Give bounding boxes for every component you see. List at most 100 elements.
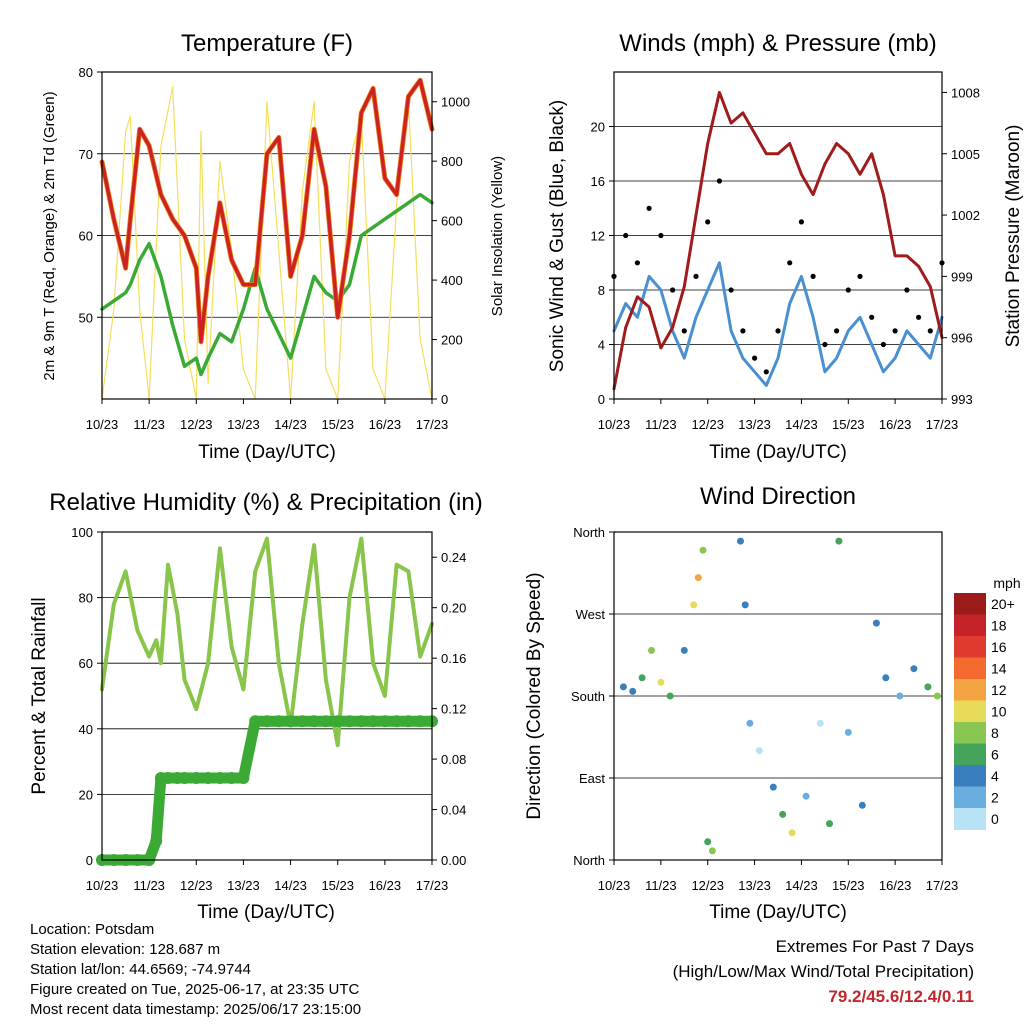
x-tick-label: 15/23 xyxy=(832,417,865,432)
x-tick-label: 14/23 xyxy=(274,878,307,893)
extremes-subtitle: (High/Low/Max Wind/Total Precipitation) xyxy=(672,962,974,981)
wind-direction-point xyxy=(648,646,655,654)
x-tick-label: 13/23 xyxy=(227,878,260,893)
wind-direction-point xyxy=(690,601,698,609)
x-tick-label: 13/23 xyxy=(738,417,771,432)
y2-tick-label: 999 xyxy=(951,269,973,284)
x-tick-label: 16/23 xyxy=(369,417,402,432)
wind-direction-point xyxy=(694,574,702,582)
station-latlon: Station lat/lon: 44.6569; -74.9744 xyxy=(30,961,252,978)
gust-point xyxy=(880,341,887,348)
precipitation-line xyxy=(96,715,438,866)
gust-point xyxy=(822,341,828,348)
x-tick-label: 10/23 xyxy=(86,878,119,893)
extremes-box: Extremes For Past 7 Days (High/Low/Max W… xyxy=(673,934,974,1009)
y-tick-label: 80 xyxy=(79,65,93,80)
x-tick-label: 14/23 xyxy=(274,417,307,432)
gust-point xyxy=(798,219,805,225)
x-tick-label: 12/23 xyxy=(691,417,724,432)
temperature-y2label: Solar Insolation (Yellow) xyxy=(489,156,506,316)
gust-point xyxy=(752,355,758,361)
y-tick-label: South xyxy=(571,689,605,704)
gust-point xyxy=(857,273,863,279)
wind-direction-point xyxy=(657,678,665,686)
y-tick-label: 100 xyxy=(71,525,93,540)
x-tick-label: 12/23 xyxy=(180,878,213,893)
figure-created: Figure created on Tue, 2025-06-17, at 23… xyxy=(30,981,360,998)
gust-point xyxy=(810,273,816,279)
gust-point xyxy=(916,314,922,320)
x-tick-label: 16/23 xyxy=(369,878,402,893)
x-tick-label: 16/23 xyxy=(879,878,912,893)
gust-point xyxy=(646,205,652,211)
humidity-ylabel: Percent & Total Rainfall xyxy=(29,597,50,794)
x-tick-label: 13/23 xyxy=(738,878,771,893)
wind-direction-point xyxy=(779,810,787,818)
colorbar-swatch xyxy=(954,700,986,723)
y2-tick-label: 0.04 xyxy=(441,803,466,818)
y2-tick-label: 200 xyxy=(441,333,463,348)
wind-direction-point xyxy=(708,847,716,855)
winds-panel: Winds (mph) & Pressure (mb) Time (Day/UT… xyxy=(547,30,1024,463)
wind-direction-point xyxy=(924,683,932,691)
wind-direction-point xyxy=(826,820,833,828)
y-tick-label: West xyxy=(576,607,606,622)
y2-tick-label: 1002 xyxy=(951,208,980,223)
x-tick-label: 14/23 xyxy=(785,417,818,432)
gust-point xyxy=(834,328,840,334)
y2-tick-label: 0.16 xyxy=(441,651,466,666)
temperature-title: Temperature (F) xyxy=(181,30,353,57)
winds-title: Winds (mph) & Pressure (mb) xyxy=(619,30,936,57)
gust-point xyxy=(705,219,711,225)
temperature-ylabel: 2m & 9m T (Red, Orange) & 2m Td (Green) xyxy=(41,91,58,380)
gust-point xyxy=(892,328,898,334)
colorbar-label: 12 xyxy=(991,682,1007,698)
gust-point xyxy=(728,287,734,293)
gust-point xyxy=(716,178,723,184)
plot-frame xyxy=(613,71,943,400)
y2-tick-label: 996 xyxy=(951,331,973,346)
y-tick-label: 20 xyxy=(591,120,605,135)
y-tick-label: East xyxy=(579,771,605,786)
wind-direction-point xyxy=(699,546,707,554)
station-pressure-line xyxy=(612,90,944,391)
gust-point xyxy=(658,232,664,239)
temperature-xlabel: Time (Day/UTC) xyxy=(198,442,336,463)
gust-point xyxy=(845,287,851,293)
y2-tick-label: 0.00 xyxy=(441,853,466,868)
humidity-title: Relative Humidity (%) & Precipitation (i… xyxy=(49,489,482,516)
gust-point xyxy=(681,328,687,334)
gust-point xyxy=(623,232,629,239)
extremes-values: 79.2/45.6/12.4/0.11 xyxy=(828,987,974,1006)
winds-ylabel: Sonic Wind & Gust (Blue, Black) xyxy=(547,100,568,372)
x-tick-label: 15/23 xyxy=(832,878,865,893)
y2-tick-label: 0.20 xyxy=(441,601,466,616)
y2-tick-label: 1000 xyxy=(441,95,470,110)
gust-point xyxy=(763,369,769,375)
x-tick-label: 10/23 xyxy=(86,417,119,432)
y2-tick-label: 0.12 xyxy=(441,702,466,717)
x-tick-label: 12/23 xyxy=(691,878,724,893)
colorbar-title: mph xyxy=(993,575,1020,591)
gust-point xyxy=(787,260,793,266)
y-tick-label: 60 xyxy=(79,656,93,671)
gust-point xyxy=(693,273,699,279)
colorbar-label: 2 xyxy=(991,789,999,805)
y-tick-label: 12 xyxy=(591,229,605,244)
x-tick-label: 10/23 xyxy=(598,417,631,432)
y-tick-label: 16 xyxy=(591,174,605,189)
colorbar-label: 8 xyxy=(991,725,999,741)
y-tick-label: 4 xyxy=(598,338,605,353)
y-tick-label: 20 xyxy=(79,787,93,802)
y-tick-label: 50 xyxy=(79,310,93,325)
gust-point xyxy=(740,328,746,334)
station-location: Location: Potsdam xyxy=(30,921,155,938)
x-tick-label: 15/23 xyxy=(321,417,354,432)
wind-direction-title: Wind Direction xyxy=(700,483,856,510)
wind-direction-point xyxy=(816,719,824,727)
colorbar-swatch xyxy=(954,657,986,680)
wind-direction-point xyxy=(933,692,941,700)
wind-direction-panel: Wind Direction Time (Day/UTC) Direction … xyxy=(524,483,1021,923)
gust-point xyxy=(634,260,641,266)
gust-point xyxy=(904,287,910,293)
